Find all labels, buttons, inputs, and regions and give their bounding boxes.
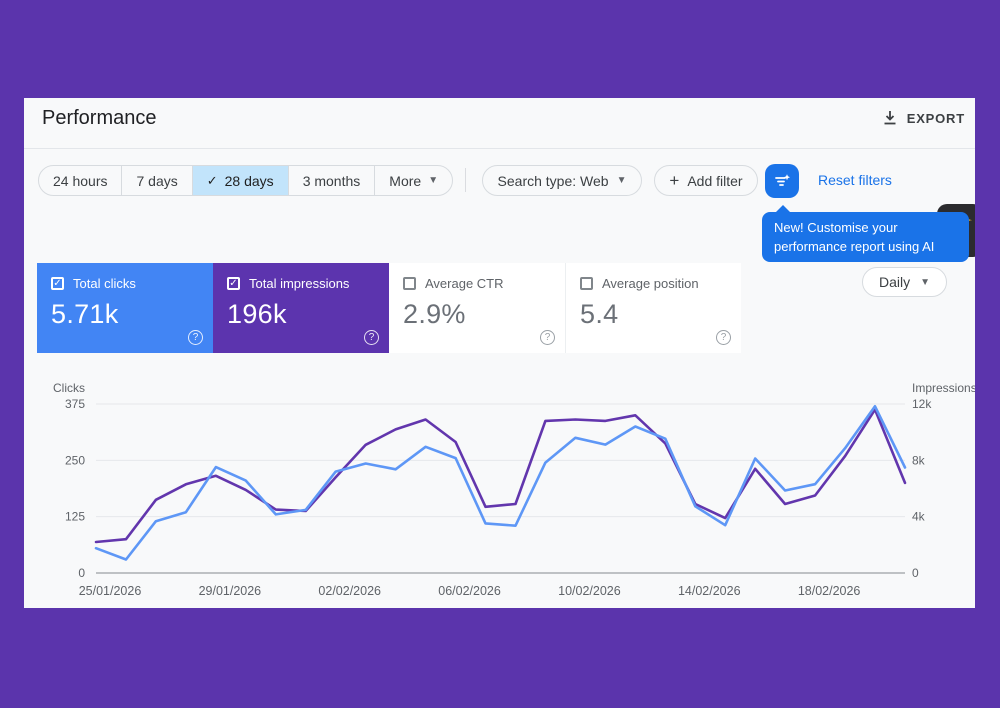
checkbox-unchecked-icon[interactable] xyxy=(403,277,416,290)
metric-value: 196k xyxy=(227,299,287,329)
x-axis-tick: 02/02/2026 xyxy=(318,584,381,598)
metric-card-total-clicks[interactable]: ✓ Total clicks 5.71k? xyxy=(37,263,213,353)
left-axis-tick: 375 xyxy=(65,397,85,411)
metric-card-total-impressions[interactable]: ✓ Total impressions 196k? xyxy=(213,263,389,353)
tab-label: 24 hours xyxy=(53,172,108,189)
search-type-dropdown[interactable]: Search type: Web ▼ xyxy=(482,165,642,196)
tab-28-days[interactable]: ✓ 28 days xyxy=(191,165,289,196)
metric-value: 5.71k xyxy=(51,299,119,329)
right-axis-tick: 0 xyxy=(912,566,919,580)
metric-cards-row: ✓ Total clicks 5.71k? ✓ Total impressions 196… xyxy=(37,263,741,353)
metric-header: ✓ Total impressions xyxy=(227,276,375,291)
granularity-dropdown[interactable]: Daily ▼ xyxy=(862,267,947,297)
header-divider xyxy=(24,148,975,149)
x-axis-tick: 18/02/2026 xyxy=(798,584,861,598)
download-icon xyxy=(884,111,896,125)
metric-value: 2.9% xyxy=(403,299,466,329)
x-axis-tick: 10/02/2026 xyxy=(558,584,621,598)
chevron-down-icon: ▼ xyxy=(428,175,439,186)
check-icon: ✓ xyxy=(206,172,218,188)
filter-sparkle-icon xyxy=(775,174,790,186)
metric-header: ✓ Total clicks xyxy=(51,276,199,291)
tooltip-line-2: performance report using AI xyxy=(774,239,935,254)
performance-chart: 375 12k 250 8k 125 4k 0 0 Clicks Impressions 25/01… xyxy=(53,381,975,598)
tab-label: More xyxy=(389,172,422,189)
ai-filter-button[interactable] xyxy=(765,164,799,198)
plus-icon: + xyxy=(669,170,680,190)
granularity-label: Daily xyxy=(878,274,911,290)
ai-feature-tooltip: New! Customise your performance report u… xyxy=(762,205,969,262)
metric-label: Average CTR xyxy=(425,276,504,291)
date-range-tabs: 24 hours 7 days ✓ 28 days 3 months More ▼ xyxy=(38,165,454,196)
tab-label: 7 days xyxy=(136,172,178,189)
metric-value: 5.4 xyxy=(580,299,619,329)
impressions-line xyxy=(94,408,907,544)
search-type-label: Search type: Web xyxy=(497,172,609,189)
left-axis-label: Clicks xyxy=(53,381,85,395)
right-axis-tick: 12k xyxy=(912,397,932,411)
help-icon[interactable]: ? xyxy=(188,330,203,345)
left-axis-tick: 0 xyxy=(78,566,85,580)
x-axis-tick: 25/01/2026 xyxy=(79,584,142,598)
metric-label: Total clicks xyxy=(73,276,136,291)
checkbox-unchecked-icon[interactable] xyxy=(580,277,593,290)
metric-label: Total impressions xyxy=(249,276,350,291)
clicks-line xyxy=(94,404,907,561)
metric-header: Average CTR xyxy=(403,276,551,291)
x-axis-tick: 14/02/2026 xyxy=(678,584,741,598)
x-axis-tick: 29/01/2026 xyxy=(199,584,262,598)
chip-row-divider xyxy=(465,168,466,192)
page-title: Performance xyxy=(42,107,157,129)
help-icon[interactable]: ? xyxy=(364,330,379,345)
reset-filters-link[interactable]: Reset filters xyxy=(818,172,892,188)
tab-more[interactable]: More ▼ xyxy=(374,165,454,196)
add-filter-label: Add filter xyxy=(687,172,743,189)
metric-card-average-ctr[interactable]: Average CTR 2.9%? xyxy=(389,263,565,353)
x-axis-tick: 06/02/2026 xyxy=(438,584,501,598)
export-label: EXPORT xyxy=(906,110,965,126)
metric-header: Average position xyxy=(580,276,727,291)
checkbox-checked-icon[interactable]: ✓ xyxy=(51,277,64,290)
export-button[interactable]: EXPORT xyxy=(882,110,965,126)
right-axis-tick: 8k xyxy=(912,453,926,467)
chevron-down-icon: ▼ xyxy=(616,175,627,186)
right-axis-tick: 4k xyxy=(912,510,926,524)
tooltip-line-1: New! Customise your xyxy=(774,220,898,235)
left-axis-tick: 125 xyxy=(65,510,85,524)
help-icon[interactable]: ? xyxy=(716,330,731,345)
metric-label: Average position xyxy=(602,276,699,291)
chevron-down-icon: ▼ xyxy=(920,276,931,288)
performance-report-card: Performance EXPORT 24 hours 7 days ✓ 28 day… xyxy=(24,98,975,608)
tab-label: 28 days xyxy=(224,172,274,189)
add-filter-button[interactable]: + Add filter xyxy=(654,165,758,196)
metric-card-average-position[interactable]: Average position 5.4? xyxy=(565,263,741,353)
right-axis-label: Impressions xyxy=(912,381,975,395)
checkbox-checked-icon[interactable]: ✓ xyxy=(227,277,240,290)
tab-label: 3 months xyxy=(302,172,361,189)
help-icon[interactable]: ? xyxy=(540,330,555,345)
left-axis-tick: 250 xyxy=(65,453,85,467)
